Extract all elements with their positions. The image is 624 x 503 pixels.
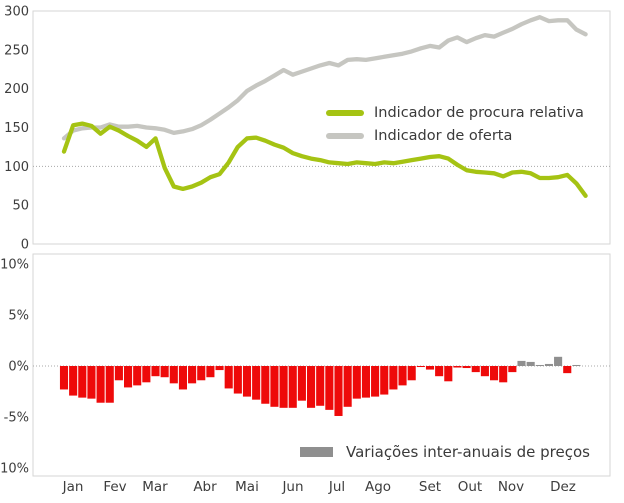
price-change-bar-week-54: [544, 363, 553, 366]
price-change-bar-week-46: [471, 366, 480, 373]
line-procura-relativa: [61, 121, 588, 198]
bottom-ytick-5: 5%: [8, 309, 29, 324]
price-change-bar-week-18: [215, 366, 224, 371]
price-change-bar-week-39: [407, 366, 416, 381]
month-label-dez: Dez: [550, 479, 576, 495]
price-change-bar-week-16: [197, 366, 206, 381]
price-change-bar-week-41: [425, 366, 435, 370]
price-change-bar-week-21: [242, 366, 252, 397]
top-ytick-150: 150: [4, 121, 29, 136]
price-change-bar-week-11: [151, 366, 160, 377]
price-change-bar-week-17: [206, 366, 215, 378]
bottom-ytick-10: 10%: [0, 258, 29, 273]
month-label-jul: Jul: [328, 479, 345, 495]
price-change-bar-week-37: [389, 366, 398, 390]
month-label-abr: Abr: [193, 479, 217, 495]
oferta-line-swatch: [326, 133, 364, 139]
price-change-bar-week-28: [307, 366, 316, 408]
price-change-bar-week-6: [105, 366, 114, 403]
price-change-bar-week-3: [78, 366, 87, 398]
procura-legend-label: Indicador de procura relativa: [374, 105, 584, 121]
line-oferta: [61, 15, 588, 141]
price-change-bar-week-36: [380, 366, 389, 395]
price-change-bar-week-52: [526, 361, 535, 366]
month-label-out: Out: [458, 479, 482, 495]
price-change-bar-week-14: [178, 366, 187, 390]
bottom-ytick--5: -5%: [4, 411, 29, 426]
price-change-bar-week-42: [435, 366, 444, 377]
price-change-bar-week-35: [371, 366, 380, 397]
price-change-bar-week-9: [133, 366, 142, 386]
top-ytick-0: 0: [21, 238, 29, 253]
price-change-bar-week-57: [572, 364, 581, 366]
price-change-bar-week-38: [398, 366, 407, 386]
bottom-panel-box: [32, 253, 611, 477]
price-change-bar-week-50: [508, 366, 517, 373]
month-label-jun: Jun: [281, 479, 303, 495]
price-change-bar-week-43: [444, 366, 453, 382]
price-change-bar-week-15: [188, 366, 197, 384]
price-change-bar-week-51: [517, 360, 526, 366]
price-change-bar-week-55: [554, 356, 563, 366]
price-change-bar-week-24: [270, 366, 279, 407]
bottom-ytick--10: -10%: [0, 462, 29, 477]
price-change-bar-week-20: [233, 366, 242, 394]
price-change-bar-week-34: [361, 366, 370, 398]
price-change-bar-week-12: [160, 366, 169, 378]
price-change-bar-week-45: [462, 366, 471, 369]
month-label-fev: Fev: [103, 479, 126, 495]
top-ytick-200: 200: [4, 82, 29, 97]
price-change-bar-week-47: [480, 366, 489, 377]
month-label-jan: Jan: [62, 479, 84, 495]
line-legend: Indicador de procura relativa Indicador …: [326, 105, 584, 144]
price-change-bar-week-13: [169, 366, 178, 384]
price-change-bar-week-26: [288, 366, 297, 408]
month-label-mai: Mai: [235, 479, 259, 495]
price-change-bar-week-49: [499, 366, 508, 383]
price-change-bar-week-32: [343, 366, 352, 407]
price-change-bar-week-44: [453, 366, 462, 368]
month-label-ago: Ago: [365, 479, 391, 495]
precos-bar-swatch: [300, 447, 333, 457]
price-change-bar-week-8: [124, 366, 133, 388]
top-ytick-50: 50: [12, 199, 29, 214]
top-ytick-250: 250: [4, 43, 29, 58]
top-ytick-100: 100: [4, 160, 29, 175]
price-change-bar-week-29: [316, 366, 325, 406]
price-change-bar-week-25: [279, 366, 288, 408]
month-label-mar: Mar: [142, 479, 168, 495]
price-change-bar-week-23: [261, 366, 270, 404]
bottom-ytick-0: 0%: [8, 360, 29, 375]
legend-row-oferta: Indicador de oferta: [326, 128, 584, 144]
legend-row-precos: Variações inter-anuais de preços: [300, 443, 590, 461]
price-change-bar-week-40: [416, 366, 425, 368]
price-change-bar-week-1: [59, 366, 69, 390]
top-panel-box: [32, 10, 611, 245]
month-label-nov: Nov: [498, 479, 524, 495]
price-change-bar-week-5: [96, 366, 105, 403]
price-change-bar-week-31: [334, 366, 343, 416]
price-change-bar-week-2: [69, 366, 78, 396]
price-change-bar-week-48: [490, 366, 499, 381]
price-change-bar-week-4: [87, 366, 96, 399]
price-change-bar-week-27: [297, 366, 306, 401]
price-change-bar-week-7: [114, 366, 123, 381]
precos-legend-label: Variações inter-anuais de preços: [346, 443, 590, 461]
price-change-bar-week-10: [142, 366, 151, 383]
legend-row-procura: Indicador de procura relativa: [326, 105, 584, 121]
top-ytick-300: 300: [4, 5, 29, 20]
price-change-bar-week-53: [535, 364, 544, 366]
oferta-legend-label: Indicador de oferta: [374, 128, 513, 144]
price-change-bar-week-22: [252, 366, 261, 400]
price-change-bar-week-56: [563, 366, 572, 374]
procura-line-swatch: [326, 110, 364, 116]
bar-legend: Variações inter-anuais de preços: [300, 443, 590, 461]
price-change-bar-week-19: [224, 366, 233, 389]
month-label-set: Set: [419, 479, 441, 495]
price-change-bar-week-30: [325, 366, 334, 410]
price-change-bar-week-33: [352, 366, 361, 399]
